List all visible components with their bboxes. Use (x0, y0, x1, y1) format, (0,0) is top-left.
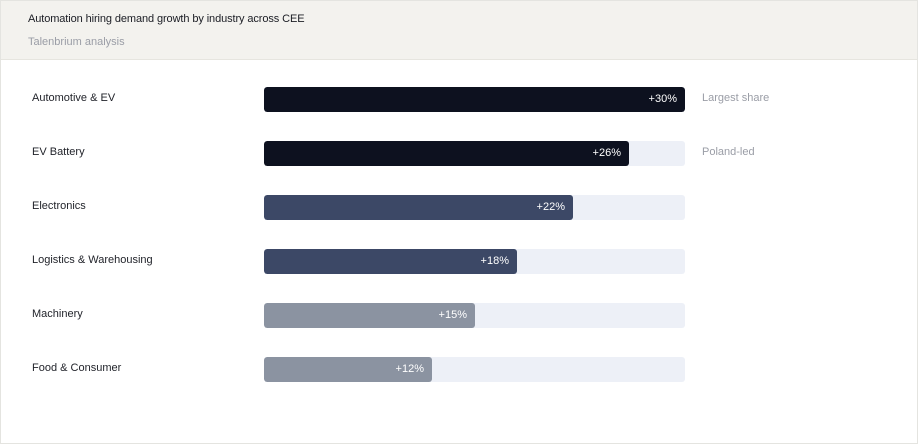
category-label: Food & Consumer (32, 362, 122, 374)
bar-row: EV Battery +26% Poland-led (1, 141, 917, 167)
bar-track: +22% (264, 195, 685, 220)
bar-annotation: Largest share (702, 92, 770, 104)
category-label: Electronics (32, 200, 86, 212)
bar-track: +30% (264, 87, 685, 112)
category-label: Logistics & Warehousing (32, 254, 153, 266)
bar-row: Logistics & Warehousing +18% (1, 249, 917, 275)
bar (264, 249, 517, 274)
value-label: +22% (536, 201, 565, 213)
chart-subtitle: Talenbrium analysis (28, 36, 125, 48)
bar (264, 141, 629, 166)
bar (264, 303, 475, 328)
bar-row: Food & Consumer +12% (1, 357, 917, 383)
bar-track: +18% (264, 249, 685, 274)
category-label: Machinery (32, 308, 83, 320)
bar (264, 87, 685, 112)
bar-track: +12% (264, 357, 685, 382)
bar-row: Automotive & EV +30% Largest share (1, 87, 917, 113)
bar-annotation: Poland-led (702, 146, 755, 158)
bar (264, 357, 432, 382)
chart-title: Automation hiring demand growth by indus… (28, 13, 305, 25)
value-label: +30% (648, 93, 677, 105)
category-label: EV Battery (32, 146, 85, 158)
value-label: +12% (395, 363, 424, 375)
value-label: +15% (438, 309, 467, 321)
chart-header: Automation hiring demand growth by indus… (1, 1, 917, 60)
bar-row: Electronics +22% (1, 195, 917, 221)
bar-track: +15% (264, 303, 685, 328)
bar-chart: Automotive & EV +30% Largest share EV Batte… (1, 60, 917, 443)
bar (264, 195, 573, 220)
bar-row: Machinery +15% (1, 303, 917, 329)
category-label: Automotive & EV (32, 92, 116, 104)
value-label: +26% (592, 147, 621, 159)
value-label: +18% (480, 255, 509, 267)
bar-track: +26% (264, 141, 685, 166)
